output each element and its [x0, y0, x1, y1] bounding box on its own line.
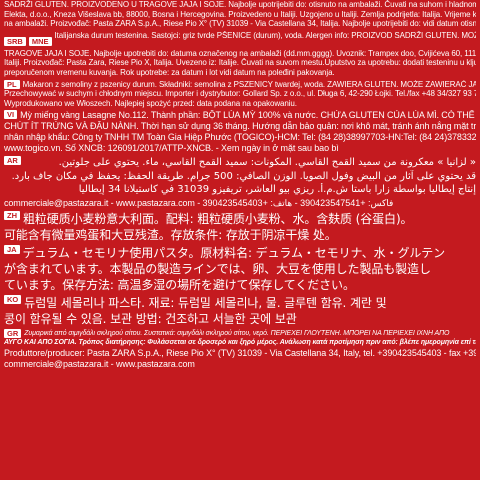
section-vi: VI Mỳ miếng vàng Lasagne No.112. Thành p… — [4, 110, 476, 121]
producer-contact: commerciale@pastazara.it - www.pastazara… — [4, 359, 195, 370]
language-tag-gr: GR — [4, 328, 22, 338]
producer-line: Produttore/producer: Pasta ZARA S.p.A., … — [4, 348, 476, 359]
text-line: 듀럼밀 세몰리나 파스타. 재료: 듀럼밀 세몰리나, 물. 글루텐 함유. 계… — [24, 295, 387, 310]
text-line: デュラム・セモリナ使用パスタ。原材料名: デュラム・セモリナ、水・グルテン — [22, 245, 446, 260]
text-line: قد يحتوي على آثار من البيض وفول الصويا. … — [11, 170, 476, 182]
language-tag-vi: VI — [4, 110, 18, 120]
section-bs: SADRŽI GLUTEN. PROIZVODENO U TRAGOVE JAJ… — [4, 0, 476, 29]
language-tag-ja: JA — [4, 244, 20, 254]
text-line: SADRŽI GLUTEN. PROIZVODENO U TRAGOVE JAJ… — [4, 0, 476, 9]
language-tag-srb: SRB — [4, 36, 26, 46]
text-line: 粗粒硬质小麦粉意大利面。配料: 粗粒硬质小麦粉、水。含麸质 (谷蛋白)。 — [23, 211, 413, 226]
text-line: CHÚT ÍT TRỨNG VÀ ĐẬU NÀNH. Thời hạn sử d… — [4, 121, 476, 132]
language-tag-mne: MNE — [28, 36, 52, 46]
language-tag-zh: ZH — [4, 210, 20, 220]
text-line: ています。保存方法: 高温多湿の場所を避けて保存してください。 — [4, 277, 355, 292]
section-zh: ZH 粗粒硬质小麦粉意大利面。配料: 粗粒硬质小麦粉、水。含麸质 (谷蛋白)。 — [4, 210, 476, 227]
text-line: Wyprodukowano we Włoszech. Najlepiej spo… — [4, 98, 297, 108]
text-line: ΑΥΓΟ ΚΑΙ ΑΠΟ ΣΟΓΙΑ. Τρόπος διατήρησης: Φ… — [4, 339, 476, 347]
text-line: 콩이 함유될 수 있음. 보관 방법: 건조하고 서늘한 곳에 보관 — [4, 311, 297, 326]
section-pl: PL Makaron z semoliny z pszenicy durum. … — [4, 79, 476, 90]
text-line: Italijanska durum testenina. Sastojci: g… — [54, 30, 476, 40]
text-line: Ζυμαρικά από σιμιγδάλι σκληρού σίτου. Συ… — [24, 329, 450, 337]
text-line: 可能含有微量鸡蛋和大豆残渣。存放条件: 存放于阴凉干燥 处。 — [4, 227, 337, 242]
section-gr: GR Ζυμαρικά από σιμιγδάλι σκληρού σίτου.… — [4, 328, 476, 339]
text-line: إنتاج إيطاليا بواسطة زارا باستا ش.م.أ. ر… — [78, 184, 476, 196]
text-line: が含まれています。本製品の製造ラインでは、卵、大豆を使用した製品も製造し — [4, 261, 431, 276]
text-line: « لزانيا » معكرونة من سميد القمح القاسي.… — [58, 157, 476, 169]
text-line: Italiji. Proizvođač: Pasta Zara, Riese P… — [4, 58, 476, 68]
language-tag-pl: PL — [4, 79, 20, 89]
text-line: na ambalaži. Proizvođač: Pasta ZARA S.p.… — [4, 19, 476, 29]
text-line: www.togico.vn. Số XNCB: 126091/2017/ATTP… — [4, 143, 339, 154]
section-srb-mne: SRB MNE Italijanska durum testenina. Sast… — [4, 31, 476, 49]
section-ko: KO 듀럼밀 세몰리나 파스타. 재료: 듀럼밀 세몰리나, 물. 글루텐 함유… — [4, 294, 476, 311]
text-line: Elekta, d.o.o., Kneza Višeslava bb, 8800… — [4, 9, 476, 19]
text-line: Makaron z semoliny z pszenicy durum. Skł… — [22, 79, 476, 89]
text-line: preporučenom vremenu kuvanja. Rok upotre… — [4, 67, 335, 77]
text-line: nhân nhập khẩu: Công ty TNHH TM Toàn Gia… — [4, 132, 476, 143]
text-line: TRAGOVE JAJA I SOJE. Najbolje upotrebiti… — [4, 48, 476, 58]
language-tag-ko: KO — [4, 294, 22, 304]
text-line: Przechowywać w suchym i chłodnym miejscu… — [4, 89, 476, 99]
section-ar: AR « لزانيا » معكرونة من سميد القمح القا… — [4, 156, 476, 170]
text-line: commerciale@pastazara.it - www.pastazara… — [4, 197, 394, 208]
language-tag-ar: AR — [4, 156, 21, 166]
text-line: Mỳ miếng vàng Lasagne No.112. Thành phần… — [20, 110, 476, 121]
section-ja: JA デュラム・セモリナ使用パスタ。原材料名: デュラム・セモリナ、水・グルテン — [4, 244, 476, 261]
